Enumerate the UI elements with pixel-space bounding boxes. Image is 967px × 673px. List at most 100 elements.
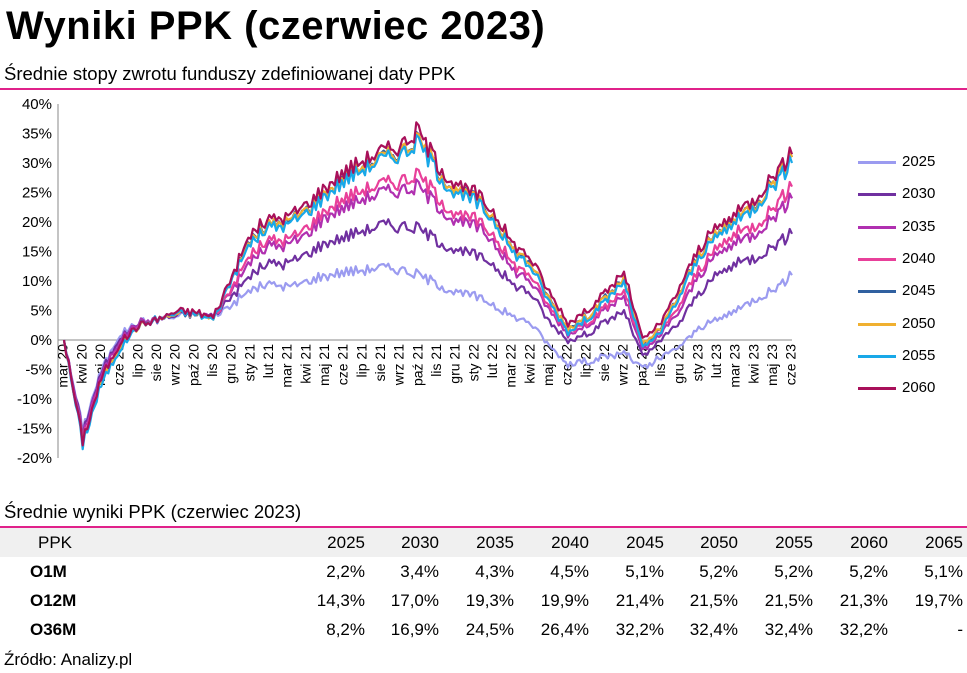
x-tick-label: maj 22 [540,344,556,386]
x-tick-label: kwi 21 [297,344,313,384]
x-tick-label: lip 20 [129,344,145,378]
y-tick-label: 20% [22,214,52,231]
legend-swatch [858,354,896,358]
table-cell: 19,9% [540,590,589,610]
x-tick-label: lis 21 [428,344,444,377]
column-header: 2060 [817,528,892,557]
page-title: Wyniki PPK (czerwiec 2023) [6,4,546,48]
legend-item: 2060 [858,378,967,398]
table-cell: 3,4% [400,561,439,581]
legend-item: 2030 [858,184,967,204]
table-cell: 4,5% [550,561,589,581]
y-tick-label: -20% [17,450,52,467]
table-cell: 32,2% [839,619,888,639]
x-tick-label: lut 21 [260,344,276,378]
x-tick-label: sty 23 [689,344,705,382]
legend-label: 2030 [902,185,936,203]
table-cell: 21,5% [689,590,738,610]
legend-swatch [858,387,896,391]
table-row: O12M 14,3% 17,0% 19,3% 19,9% 21,4% 21,5% 21,5% 2… [0,586,967,615]
table-cell: 19,7% [914,590,963,610]
table-cell: 5,1% [924,561,963,581]
table-cell: 8,2% [326,619,365,639]
table-cell: 14,3% [316,590,365,610]
y-tick-label: 35% [22,126,52,143]
chart-subtitle: Średnie stopy zwrotu funduszy zdefiniowa… [4,63,456,84]
column-header: 2035 [443,528,518,557]
row-label: O1M [30,561,67,581]
x-tick-label: maj 23 [764,344,780,386]
table-cell: 5,2% [774,561,813,581]
x-tick-label: lis 20 [204,344,220,377]
x-tick-label: cze 21 [335,344,351,385]
legend-item: 2025 [858,152,967,172]
x-tick-label: lut 22 [484,344,500,378]
column-header: 2045 [593,528,668,557]
y-tick-label: 15% [22,244,52,261]
legend-item: 2035 [858,217,967,237]
legend-label: 2045 [902,282,936,300]
series-line-2030 [62,218,793,439]
row-label: O36M [30,619,77,639]
results-table: PPK 2025 2030 2035 2040 2045 2050 2055 2… [0,528,967,644]
legend-label: 2035 [902,217,936,235]
legend-label: 2050 [902,314,936,332]
x-tick-label: mar 21 [279,344,295,388]
x-tick-label: wrz 22 [615,344,631,386]
x-tick-label: mar 23 [727,344,743,388]
legend-item: 2055 [858,346,967,366]
y-tick-label: -10% [17,391,52,408]
y-tick-label: -5% [25,362,52,379]
column-header: 2065 [892,528,967,557]
table-divider [0,526,967,528]
table-cell: 24,5% [465,619,514,639]
table-cell: 19,3% [465,590,514,610]
legend-label: 2040 [902,249,936,267]
column-header: 2025 [279,528,369,557]
x-tick-label: sie 22 [596,344,612,382]
row-label: O12M [30,590,77,610]
table-cell: 32,4% [689,619,738,639]
x-tick-label: gru 21 [447,344,463,384]
legend-swatch [858,290,896,294]
x-tick-label: sie 20 [148,344,164,382]
y-tick-label: -15% [17,421,52,438]
column-header: 2030 [369,528,443,557]
table-header-row: PPK 2025 2030 2035 2040 2045 2050 2055 2… [0,528,967,557]
table-row: O1M 2,2% 3,4% 4,3% 4,5% 5,1% 5,2% 5,2% 5,2% 5,1% [0,557,967,586]
legend-label: 2055 [902,346,936,364]
series-line-2055 [62,134,794,451]
series-line-2060 [62,121,794,447]
table-cell: 5,2% [699,561,738,581]
x-tick-label: mar 22 [503,344,519,388]
table-cell: 2,2% [326,561,365,581]
source-note: Źródło: Analizy.pl [4,650,133,669]
x-tick-label: lip 21 [353,344,369,378]
x-tick-label: kwi 23 [745,344,761,384]
table-title: Średnie wyniki PPK (czerwiec 2023) [4,501,302,522]
x-tick-label: lut 23 [708,344,724,378]
x-tick-label: maj 21 [316,344,332,386]
legend-item: 2050 [858,314,967,334]
table-cell: 26,4% [540,619,589,639]
x-tick-label: sty 21 [241,344,257,382]
table-cell: 21,5% [764,590,813,610]
legend-label: 2025 [902,153,936,170]
legend-swatch [858,193,896,197]
y-tick-label: 30% [22,155,52,172]
column-header: PPK [0,528,279,557]
y-tick-label: 10% [22,273,52,290]
x-tick-label: gru 20 [223,344,239,384]
table-cell: 5,1% [625,561,664,581]
legend-label: 2060 [902,379,936,397]
legend-swatch [858,257,896,261]
table-cell: 5,2% [849,561,888,581]
legend-item: 2040 [858,249,967,269]
x-tick-label: gru 22 [671,344,687,384]
table-cell: 4,3% [475,561,514,581]
x-tick-label: kwi 22 [521,344,537,384]
column-header: 2055 [742,528,817,557]
table-cell: 17,0% [390,590,439,610]
series-line-2035 [62,178,793,441]
x-tick-label: kwi 20 [73,344,89,384]
